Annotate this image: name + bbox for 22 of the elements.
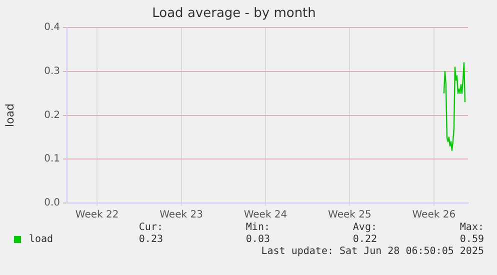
y-tick-label: 0.3 [44,66,60,78]
text: Avg: [352,222,377,233]
x-tick-label: Week 22 [75,210,119,221]
text: 0.03 [246,234,270,245]
y-tick-label: 0.4 [44,22,60,34]
text: Cur: [138,222,163,233]
text: Max: [460,222,484,233]
x-tick-label: Week 25 [328,210,372,221]
y-tick-label: 0.1 [44,154,60,165]
y-tick-label: 0.0 [44,198,60,209]
legend-label: load [29,234,54,245]
y-axis-title: load [3,104,16,128]
text: 0.22 [352,234,377,245]
chart-title: Load average - by month [152,6,316,22]
text: 0.23 [138,234,163,245]
x-tick-label: Week 23 [160,210,203,221]
text: Min: [246,222,270,233]
text: 0.59 [460,234,484,245]
y-tick-label: 0.2 [44,110,60,121]
text: Last update: Sat Jun 28 06:50:05 2025 [261,246,484,257]
x-tick-label: Week 24 [244,210,288,221]
x-tick-label: Week 26 [412,210,456,221]
